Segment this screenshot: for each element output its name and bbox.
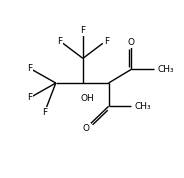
Text: F: F (43, 108, 48, 117)
Text: F: F (104, 37, 109, 46)
Text: F: F (27, 64, 32, 73)
Text: CH₃: CH₃ (158, 65, 174, 74)
Text: F: F (57, 37, 62, 46)
Text: O: O (128, 38, 135, 47)
Text: OH: OH (80, 94, 94, 103)
Text: CH₃: CH₃ (135, 102, 152, 111)
Text: F: F (80, 26, 85, 35)
Text: O: O (83, 124, 90, 133)
Text: F: F (27, 93, 32, 102)
